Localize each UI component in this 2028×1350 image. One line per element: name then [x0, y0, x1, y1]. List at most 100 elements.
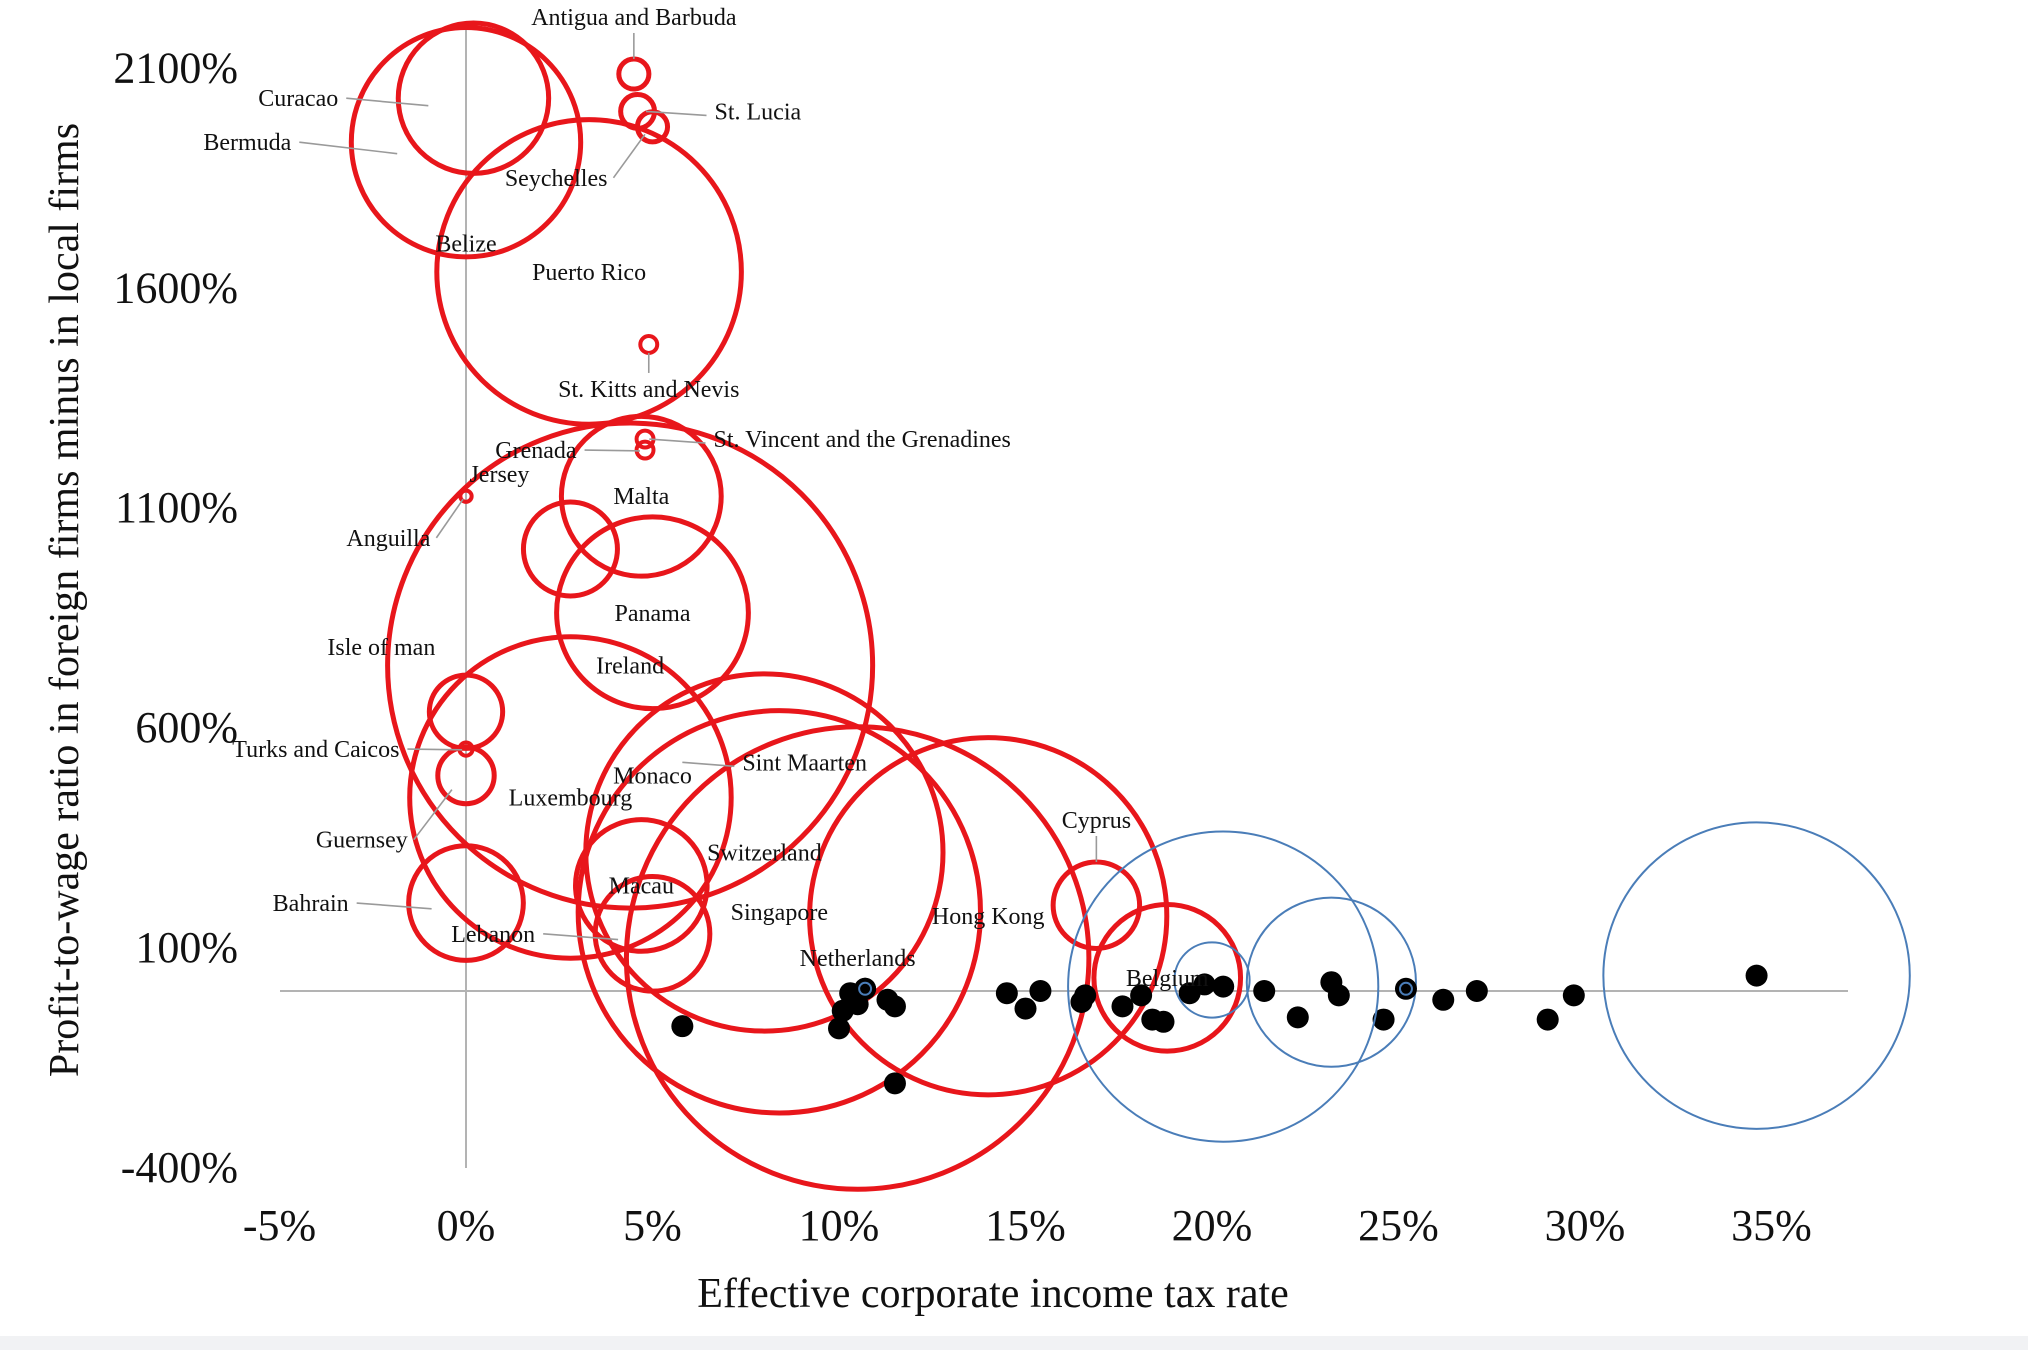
- highlight-ring-1: [1067, 830, 1380, 1143]
- label-sint-maarten: Sint Maarten: [742, 750, 867, 776]
- leader-st-lucia: [645, 110, 707, 117]
- x-tick-label: -5%: [243, 1201, 316, 1250]
- bubble-belgium: [1091, 901, 1244, 1054]
- highlight-ring-inner-0: [858, 981, 873, 996]
- y-axis-title: Profit-to-wage ratio in foreign firms mi…: [42, 123, 88, 1077]
- x-tick-label: 10%: [799, 1201, 880, 1250]
- leader-bahrain: [356, 902, 432, 910]
- label-anguilla: Anguilla: [346, 526, 430, 552]
- bubble-bahrain: [406, 843, 526, 963]
- bubble-st-kitts-and-nevis: [638, 334, 660, 355]
- label-monaco: Monaco: [613, 763, 692, 789]
- bottom-strip: [0, 1336, 2028, 1350]
- point-20: [1212, 975, 1235, 998]
- label-puerto-rico: Puerto Rico: [532, 260, 646, 286]
- point-17: [1152, 1010, 1175, 1033]
- leader-turks-and-caicos: [407, 748, 463, 751]
- y-tick-label: -400%: [121, 1143, 238, 1192]
- leader-anguilla: [435, 498, 464, 539]
- y-axis-ticks: -400% 100% 600% 1100% 1600% 2100%: [113, 43, 238, 1192]
- bubble-grenada: [634, 439, 656, 461]
- bubble-bermuda: [348, 25, 584, 260]
- label-hong-kong: Hong Kong: [932, 904, 1045, 930]
- highlight-ring-3: [1245, 896, 1417, 1068]
- point-21: [1253, 980, 1276, 1002]
- point-10: [1014, 997, 1037, 1020]
- point-0: [671, 1015, 694, 1038]
- x-tick-label: 25%: [1358, 1201, 1439, 1250]
- label-turks-and-caicos: Turks and Caicos: [232, 737, 399, 763]
- bubble-jersey: [520, 499, 620, 599]
- label-lebanon: Lebanon: [451, 922, 535, 948]
- leader-seychelles: [612, 133, 646, 179]
- point-30: [1745, 964, 1768, 987]
- label-leader-lines: [299, 32, 1098, 941]
- bubble-luxembourg: [407, 634, 734, 961]
- label-cyprus: Cyprus: [1062, 808, 1131, 834]
- point-11: [1029, 980, 1052, 1002]
- bubble-guernsey: [435, 744, 497, 807]
- point-labels: Antigua and Barbuda Curacao St. Lucia Seych…: [203, 5, 1209, 992]
- bubble-antigua-and-barbuda: [616, 56, 652, 92]
- point-26: [1432, 988, 1455, 1011]
- highlight-dot-4: [1394, 977, 1417, 1000]
- label-antigua-and-barbuda: Antigua and Barbuda: [531, 5, 737, 31]
- label-belize: Belize: [435, 231, 496, 257]
- point-22: [1286, 1006, 1309, 1029]
- bubble-panama: [554, 514, 751, 712]
- point-1: [828, 1017, 850, 1040]
- leader-lebanon: [543, 933, 619, 941]
- leader-bermuda: [299, 141, 398, 155]
- leader-sint-maarten: [682, 761, 735, 768]
- bubble-hong-kong: [807, 735, 1170, 1098]
- label-grenada: Grenada: [495, 438, 577, 464]
- bubble-malta: [558, 413, 724, 579]
- highlight-ring-2: [1173, 941, 1251, 1019]
- leader-guernsey: [413, 789, 453, 841]
- label-switzerland: Switzerland: [707, 840, 822, 866]
- label-bermuda: Bermuda: [203, 130, 291, 156]
- point-24: [1327, 984, 1350, 1007]
- y-tick-label: 2100%: [113, 43, 238, 92]
- x-axis-ticks: -5% 0% 5% 10% 15% 20% 25% 30% 35%: [243, 1201, 1812, 1250]
- highlight-dot-0: [854, 977, 877, 1000]
- label-st-lucia: St. Lucia: [715, 99, 802, 125]
- bubble-lebanon: [592, 873, 713, 994]
- x-tick-label: 15%: [985, 1201, 1066, 1250]
- bubble-singapore: [575, 708, 983, 1116]
- point-13: [1074, 984, 1097, 1007]
- bubble-netherlands: [623, 724, 1092, 1192]
- label-seychelles: Seychelles: [505, 166, 608, 192]
- label-curacao: Curacao: [258, 86, 338, 112]
- label-ireland: Ireland: [596, 654, 664, 680]
- y-tick-label: 1600%: [113, 263, 238, 312]
- point-19: [1193, 973, 1216, 996]
- point-7: [883, 995, 906, 1018]
- zero-lines: [280, 28, 1848, 1168]
- label-jersey: Jersey: [469, 462, 529, 488]
- bubble-macau: [573, 817, 710, 954]
- label-luxembourg: Luxembourg: [509, 785, 633, 811]
- point-27: [1465, 980, 1488, 1002]
- leader-grenada: [584, 449, 640, 452]
- point-29: [1562, 984, 1585, 1007]
- leader-st-vincent-and-the-grenadines: [649, 438, 706, 444]
- label-st-vincent-and-the-grenadines: St. Vincent and the Grenadines: [714, 427, 1011, 453]
- label-belgium: Belgium: [1126, 966, 1209, 992]
- highlight-ring-inner-4: [1398, 981, 1413, 996]
- label-malta: Malta: [613, 484, 669, 510]
- highlight-ring-5: [1602, 821, 1911, 1130]
- point-25: [1372, 1008, 1395, 1031]
- x-tick-label: 5%: [623, 1201, 682, 1250]
- leader-curacao: [346, 97, 429, 107]
- label-netherlands: Netherlands: [800, 946, 916, 972]
- point-9: [995, 982, 1018, 1005]
- label-panama: Panama: [615, 601, 691, 627]
- point-15: [1130, 984, 1153, 1007]
- x-tick-label: 0%: [437, 1201, 496, 1250]
- label-st-kitts-and-nevis: St. Kitts and Nevis: [558, 377, 739, 403]
- bubble-cyprus: [1050, 859, 1143, 951]
- y-tick-label: 100%: [135, 923, 238, 972]
- label-singapore: Singapore: [731, 900, 828, 926]
